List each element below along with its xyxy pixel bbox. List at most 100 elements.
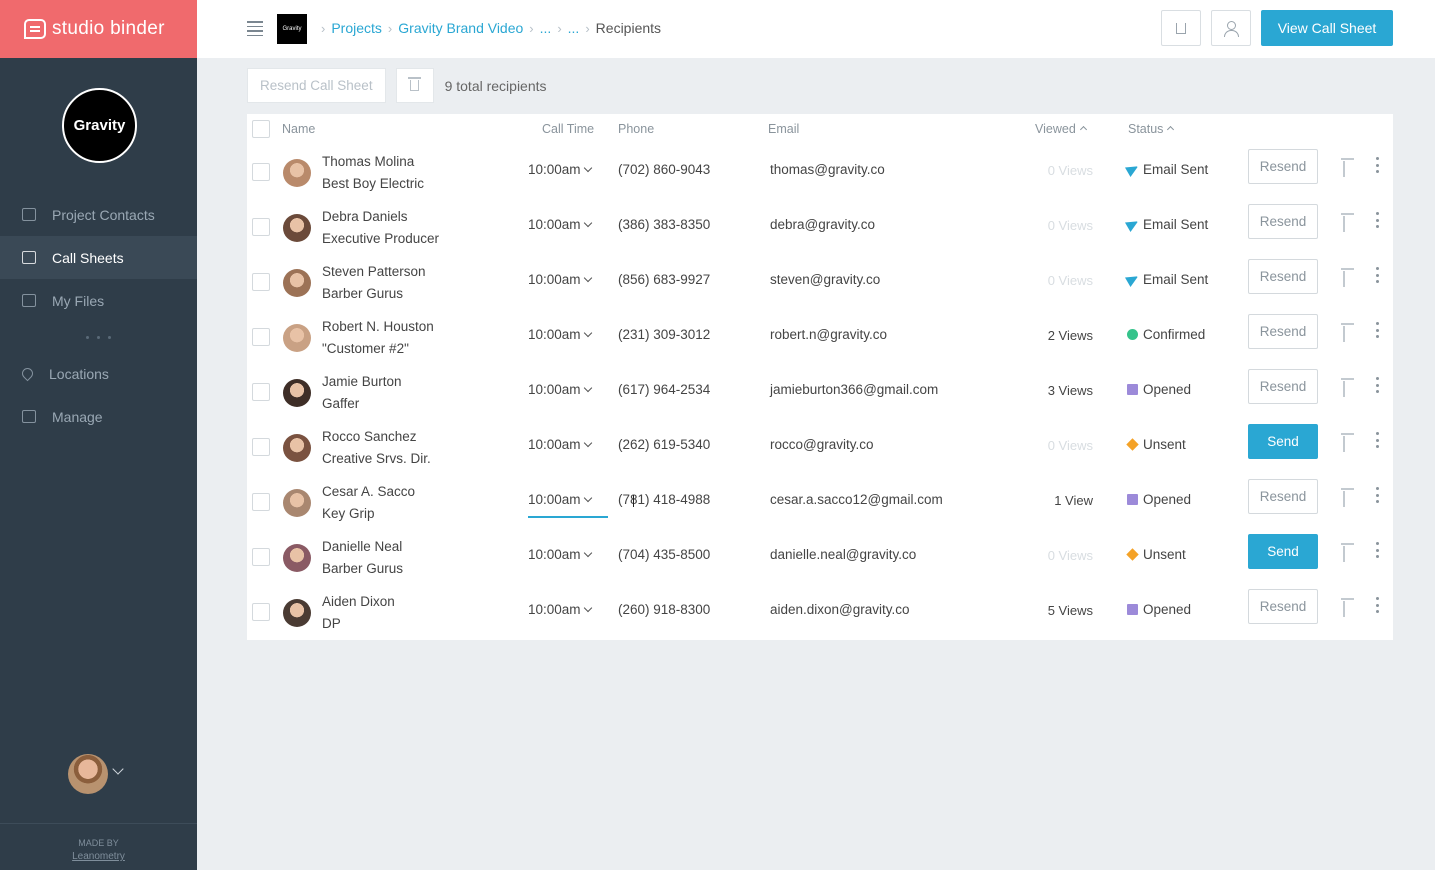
call-time-select[interactable]: 10:00am [528,437,608,463]
project-thumbnail[interactable]: Gravity [277,14,307,44]
call-time-select[interactable]: 10:00am [528,272,608,298]
sidebar-item-call-sheets[interactable]: Call Sheets [0,236,197,279]
sidebar-item-locations[interactable]: Locations [0,352,197,395]
more-options-icon[interactable] [1376,597,1380,613]
resend-call-sheet-button[interactable]: Resend Call Sheet [247,68,386,103]
more-options-icon[interactable] [1376,212,1380,228]
row-delete-button[interactable] [1343,601,1345,617]
call-time-select[interactable]: 10:00am [528,217,608,243]
row-checkbox[interactable] [252,493,270,511]
call-time-select[interactable]: 10:00am [528,547,608,573]
column-header-status[interactable]: Status [1128,122,1175,136]
more-options-icon[interactable] [1376,542,1380,558]
more-options-icon[interactable] [1376,267,1380,283]
recipient-role: "Customer #2" [322,341,409,356]
view-call-sheet-button[interactable]: View Call Sheet [1261,10,1393,46]
breadcrumb-ellipsis-1[interactable]: ... [539,20,552,36]
more-options-icon[interactable] [1376,157,1380,173]
recipient-name[interactable]: Jamie Burton [322,374,402,389]
recipients-toolbar: Resend Call Sheet 9 total recipients [247,68,547,103]
column-header-name[interactable]: Name [282,122,316,136]
breadcrumb-projects[interactable]: Projects [331,20,382,36]
breadcrumb-current: Recipients [595,20,662,36]
call-time-select[interactable]: 10:00am [528,162,608,188]
trash-icon [1343,381,1345,397]
recipient-name[interactable]: Robert N. Houston [322,319,434,334]
row-delete-button[interactable] [1343,161,1345,177]
more-options-icon[interactable] [1376,377,1380,393]
folder-icon [22,294,36,307]
call-time-select[interactable]: 10:00am [528,602,608,628]
recipient-name-cell: Robert N. Houston "Customer #2" [322,316,434,360]
row-action-button[interactable]: Resend [1248,314,1318,349]
sidebar-item-project-contacts[interactable]: Project Contacts [0,193,197,236]
row-checkbox[interactable] [252,328,270,346]
bulk-delete-button[interactable] [395,68,434,103]
call-time-select[interactable]: 10:00am [528,382,608,408]
row-delete-button[interactable] [1343,546,1345,562]
call-time-select[interactable]: 10:00am [528,327,608,353]
row-checkbox[interactable] [252,218,270,236]
row-checkbox[interactable] [252,383,270,401]
recipient-name-cell: Jamie Burton Gaffer [322,371,402,415]
row-delete-button[interactable] [1343,491,1345,507]
recipient-name[interactable]: Steven Patterson [322,264,426,279]
more-options-icon[interactable] [1376,432,1380,448]
row-checkbox[interactable] [252,163,270,181]
recipient-name[interactable]: Thomas Molina [322,154,415,169]
organization-logo[interactable]: Gravity [62,88,137,163]
collapse-menu-icon[interactable] [247,21,263,36]
recipient-name[interactable]: Cesar A. Sacco [322,484,416,499]
phone-number: (704) 435-8500 [618,547,711,562]
avatar [283,544,311,572]
table-row: Aiden Dixon DP 10:00am (260) 918-8300 ai… [247,585,1393,640]
text-cursor-icon [633,495,637,507]
row-delete-button[interactable] [1343,381,1345,397]
row-delete-button[interactable] [1343,436,1345,452]
row-delete-button[interactable] [1343,216,1345,232]
recipient-name[interactable]: Danielle Neal [322,539,403,554]
row-action-button[interactable]: Resend [1248,149,1318,184]
user-avatar[interactable] [68,754,108,794]
row-action-button[interactable]: Resend [1248,369,1318,404]
column-header-viewed[interactable]: Viewed [1035,122,1087,136]
made-by-label: MADE BY [78,838,119,848]
row-checkbox[interactable] [252,548,270,566]
row-checkbox[interactable] [252,273,270,291]
breadcrumb-project[interactable]: Gravity Brand Video [398,20,524,36]
row-action-button[interactable]: Send [1248,534,1318,569]
row-action-button[interactable]: Resend [1248,589,1318,624]
row-action-button[interactable]: Resend [1248,479,1318,514]
download-button[interactable] [1161,10,1201,46]
column-header-email[interactable]: Email [768,122,800,136]
row-delete-button[interactable] [1343,326,1345,342]
sidebar-item-my-files[interactable]: My Files [0,279,197,322]
status-badge: Unsent [1126,547,1186,562]
recipient-name[interactable]: Rocco Sanchez [322,429,417,444]
column-header-call-time[interactable]: Call Time [542,122,595,136]
chevron-down-icon[interactable] [112,763,124,775]
recipient-name[interactable]: Debra Daniels [322,209,408,224]
row-action-button[interactable]: Send [1248,424,1318,459]
add-recipient-button[interactable] [1211,10,1251,46]
recipient-name-cell: Thomas Molina Best Boy Electric [322,151,424,195]
trash-icon [1343,436,1345,452]
select-all-checkbox[interactable] [252,120,270,138]
row-checkbox[interactable] [252,438,270,456]
more-options-icon[interactable] [1376,322,1380,338]
status-badge: Email Sent [1124,161,1208,178]
column-header-phone[interactable]: Phone [618,122,655,136]
recipient-name-cell: Rocco Sanchez Creative Srvs. Dir. [322,426,431,470]
row-checkbox[interactable] [252,603,270,621]
row-delete-button[interactable] [1343,271,1345,287]
row-action-button[interactable]: Resend [1248,204,1318,239]
row-action-button[interactable]: Resend [1248,259,1318,294]
sidebar-item-manage[interactable]: Manage [0,395,197,438]
more-options-icon[interactable] [1376,487,1380,503]
recipient-name[interactable]: Aiden Dixon [322,594,395,609]
brand-logo[interactable]: studio binder [0,0,197,58]
made-by-link[interactable]: Leanometry [72,851,125,862]
breadcrumb-ellipsis-2[interactable]: ... [567,20,580,36]
email-address: rocco@gravity.co [770,437,874,452]
call-time-select[interactable]: 10:00am [528,492,608,518]
